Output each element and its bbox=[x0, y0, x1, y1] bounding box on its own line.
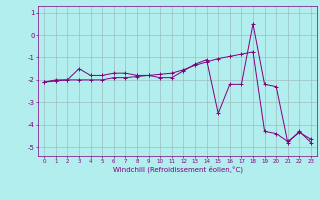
X-axis label: Windchill (Refroidissement éolien,°C): Windchill (Refroidissement éolien,°C) bbox=[113, 166, 243, 173]
